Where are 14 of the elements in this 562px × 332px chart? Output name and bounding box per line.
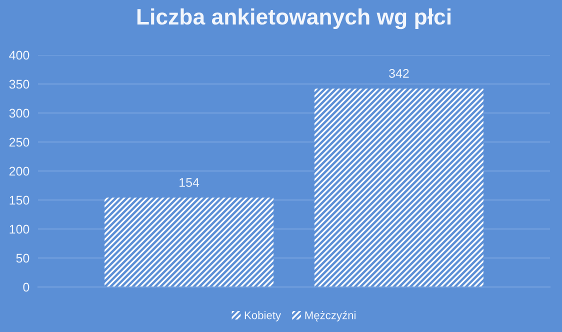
y-tick-label: 400 (9, 50, 30, 60)
data-label: 154 (180, 178, 200, 187)
y-tick-label: 300 (9, 108, 30, 118)
y-tick-label: 350 (9, 80, 30, 89)
y-tick-label: 250 (9, 138, 30, 147)
y-tick-label: 200 (9, 166, 30, 176)
data-label: 342 (389, 68, 409, 78)
y-tick-label: 150 (10, 196, 30, 205)
y-tick-label: 0 (23, 282, 30, 292)
legend-label: Kobiety (244, 311, 282, 322)
y-tick-label: 100 (10, 224, 30, 234)
legend-label: Mężczyźni (305, 310, 356, 322)
chart-title: Liczba ankietowanych wg płci (137, 8, 450, 30)
y-tick-label: 50 (16, 254, 30, 263)
